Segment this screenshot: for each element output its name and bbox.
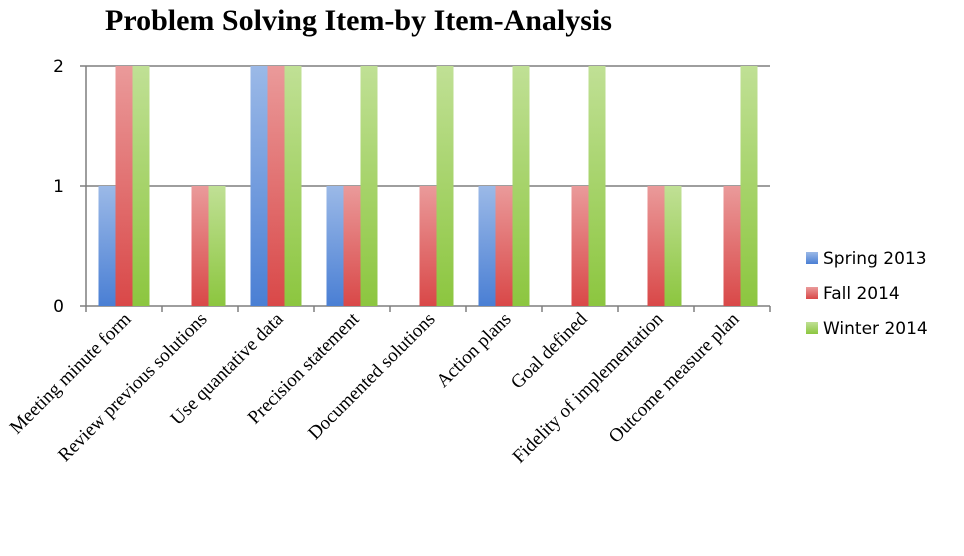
chart-title: Problem Solving Item-by Item-Analysis [105,4,612,37]
legend-swatch [806,252,818,264]
bar-fall-2014 [115,66,133,306]
bar-spring-2013 [98,186,116,306]
bar-fall-2014 [343,186,361,306]
x-category-label: Review previous solutions [54,309,211,466]
legend-swatch [806,287,818,299]
bar-winter-2014 [664,186,682,306]
bar-fall-2014 [723,186,741,306]
bar-fall-2014 [495,186,513,306]
bar-winter-2014 [436,66,454,306]
bar-fall-2014 [647,186,665,306]
bar-fall-2014 [419,186,437,306]
bar-winter-2014 [284,66,302,306]
bar-fall-2014 [571,186,589,306]
x-category-label: Meeting minute form [6,309,136,439]
bar-spring-2013 [326,186,344,306]
y-tick-label: 0 [53,297,64,317]
x-category-label: Action plans [432,309,515,392]
x-category-label: Fidelity of implementation [509,308,668,467]
y-tick-label: 1 [53,177,64,197]
legend-label: Fall 2014 [823,284,900,304]
bar-winter-2014 [132,66,150,306]
bar-winter-2014 [208,186,226,306]
bar-winter-2014 [588,66,606,306]
x-category-label: Goal defined [507,308,592,393]
legend-label: Spring 2013 [823,249,927,269]
bar-spring-2013 [250,66,268,306]
y-tick-label: 2 [53,57,64,77]
legend-swatch [806,322,818,334]
bar-spring-2013 [478,186,496,306]
bar-winter-2014 [360,66,378,306]
bar-fall-2014 [267,66,285,306]
x-category-label: Outcome measure plan [605,308,744,447]
bar-winter-2014 [512,66,530,306]
bar-fall-2014 [191,186,209,306]
legend-label: Winter 2014 [823,319,928,339]
x-category-label: Documented solutions [304,309,439,444]
bar-winter-2014 [740,66,758,306]
